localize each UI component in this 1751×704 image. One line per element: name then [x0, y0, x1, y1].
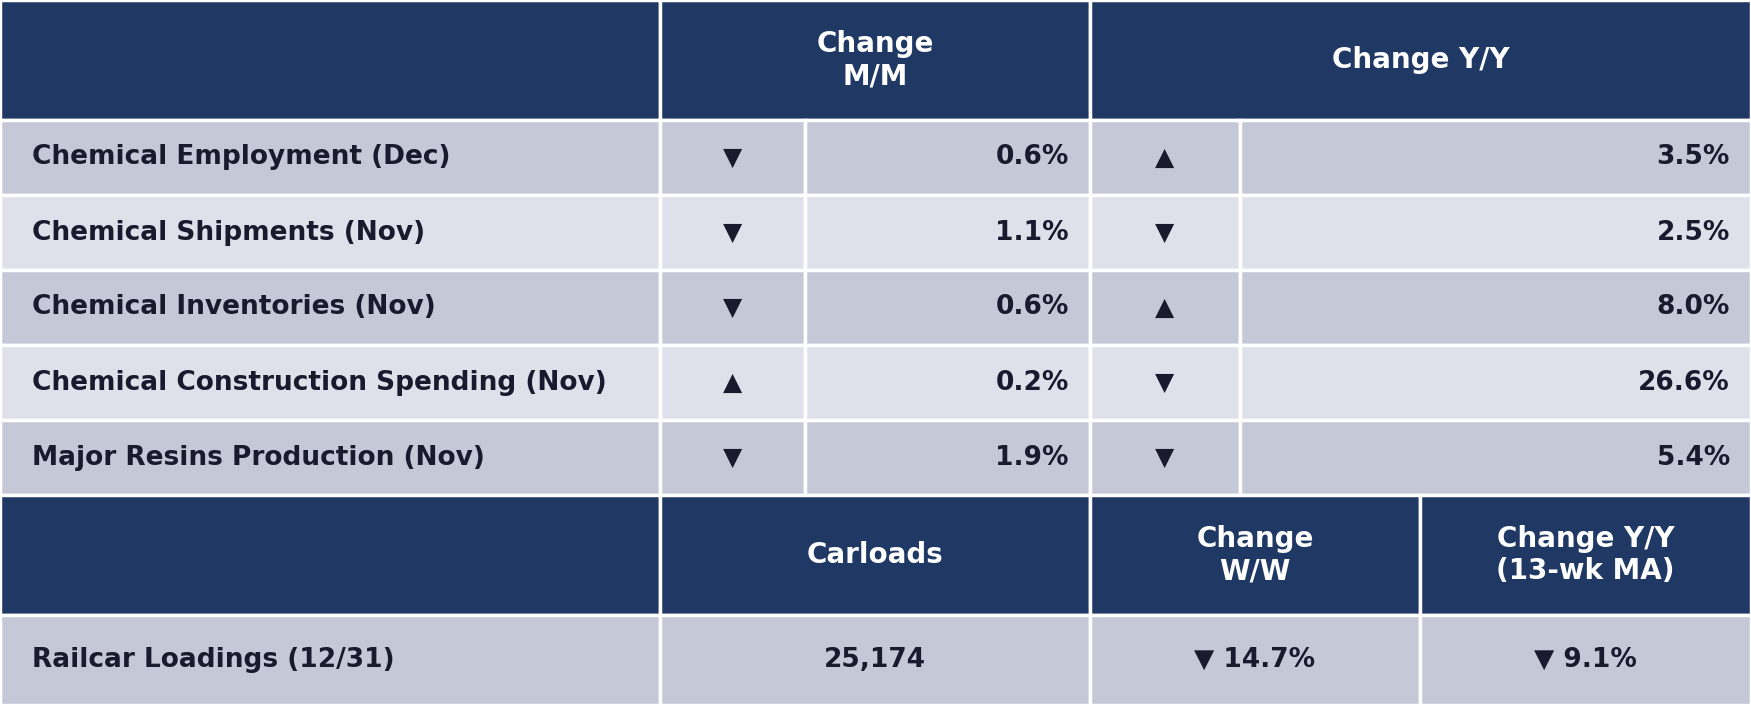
Text: 25,174: 25,174 [825, 647, 926, 673]
Text: 2.5%: 2.5% [1656, 220, 1730, 246]
Bar [660, 270, 805, 345]
Text: Railcar Loadings (12/31): Railcar Loadings (12/31) [32, 647, 394, 673]
Text: ▲: ▲ [1156, 146, 1175, 170]
Bar [0, 120, 660, 195]
Text: ▼: ▼ [723, 446, 742, 470]
Bar [1091, 615, 1420, 704]
Bar [805, 120, 1091, 195]
Bar [660, 345, 805, 420]
Text: 0.2%: 0.2% [996, 370, 1070, 396]
Bar [660, 495, 1091, 615]
Bar [0, 270, 660, 345]
Bar [0, 420, 660, 495]
Bar [0, 0, 660, 120]
Text: ▼: ▼ [1156, 220, 1175, 244]
Text: ▲: ▲ [1156, 296, 1175, 320]
Text: Chemical Employment (Dec): Chemical Employment (Dec) [32, 144, 450, 170]
Bar [660, 120, 805, 195]
Bar [1091, 0, 1751, 120]
Text: 8.0%: 8.0% [1656, 294, 1730, 320]
Text: ▼ 14.7%: ▼ 14.7% [1194, 647, 1315, 673]
Bar [0, 615, 660, 704]
Bar [805, 270, 1091, 345]
Bar [1240, 195, 1751, 270]
Text: Change Y/Y: Change Y/Y [1333, 46, 1509, 74]
Bar [660, 615, 1091, 704]
Bar [1420, 495, 1751, 615]
Text: Major Resins Production (Nov): Major Resins Production (Nov) [32, 444, 485, 470]
Text: Chemical Shipments (Nov): Chemical Shipments (Nov) [32, 220, 425, 246]
Bar [660, 0, 1091, 120]
Text: 1.1%: 1.1% [995, 220, 1070, 246]
Bar [805, 420, 1091, 495]
Text: ▼: ▼ [723, 296, 742, 320]
Text: Change Y/Y
(13-wk MA): Change Y/Y (13-wk MA) [1497, 524, 1674, 585]
Bar [1091, 345, 1240, 420]
Bar [660, 195, 805, 270]
Bar [1240, 420, 1751, 495]
Text: Carloads: Carloads [807, 541, 944, 569]
Text: ▲: ▲ [723, 370, 742, 394]
Text: 3.5%: 3.5% [1656, 144, 1730, 170]
Text: 0.6%: 0.6% [996, 294, 1070, 320]
Bar [0, 195, 660, 270]
Text: ▼: ▼ [723, 220, 742, 244]
Bar [1091, 495, 1420, 615]
Bar [1091, 120, 1240, 195]
Text: 5.4%: 5.4% [1656, 444, 1730, 470]
Bar [0, 495, 660, 615]
Text: Chemical Inventories (Nov): Chemical Inventories (Nov) [32, 294, 436, 320]
Text: 1.9%: 1.9% [996, 444, 1070, 470]
Bar [805, 345, 1091, 420]
Bar [1240, 345, 1751, 420]
Text: 0.6%: 0.6% [996, 144, 1070, 170]
Text: Change
W/W: Change W/W [1196, 524, 1313, 585]
Text: ▼: ▼ [1156, 446, 1175, 470]
Bar [1091, 270, 1240, 345]
Bar [805, 195, 1091, 270]
Text: 26.6%: 26.6% [1639, 370, 1730, 396]
Bar [1240, 120, 1751, 195]
Text: Change
M/M: Change M/M [816, 30, 933, 90]
Bar [1240, 270, 1751, 345]
Bar [1420, 615, 1751, 704]
Bar [1091, 195, 1240, 270]
Text: ▼ 9.1%: ▼ 9.1% [1534, 647, 1637, 673]
Bar [660, 420, 805, 495]
Bar [0, 345, 660, 420]
Text: ▼: ▼ [1156, 370, 1175, 394]
Text: ▼: ▼ [723, 146, 742, 170]
Bar [1091, 420, 1240, 495]
Text: Chemical Construction Spending (Nov): Chemical Construction Spending (Nov) [32, 370, 606, 396]
